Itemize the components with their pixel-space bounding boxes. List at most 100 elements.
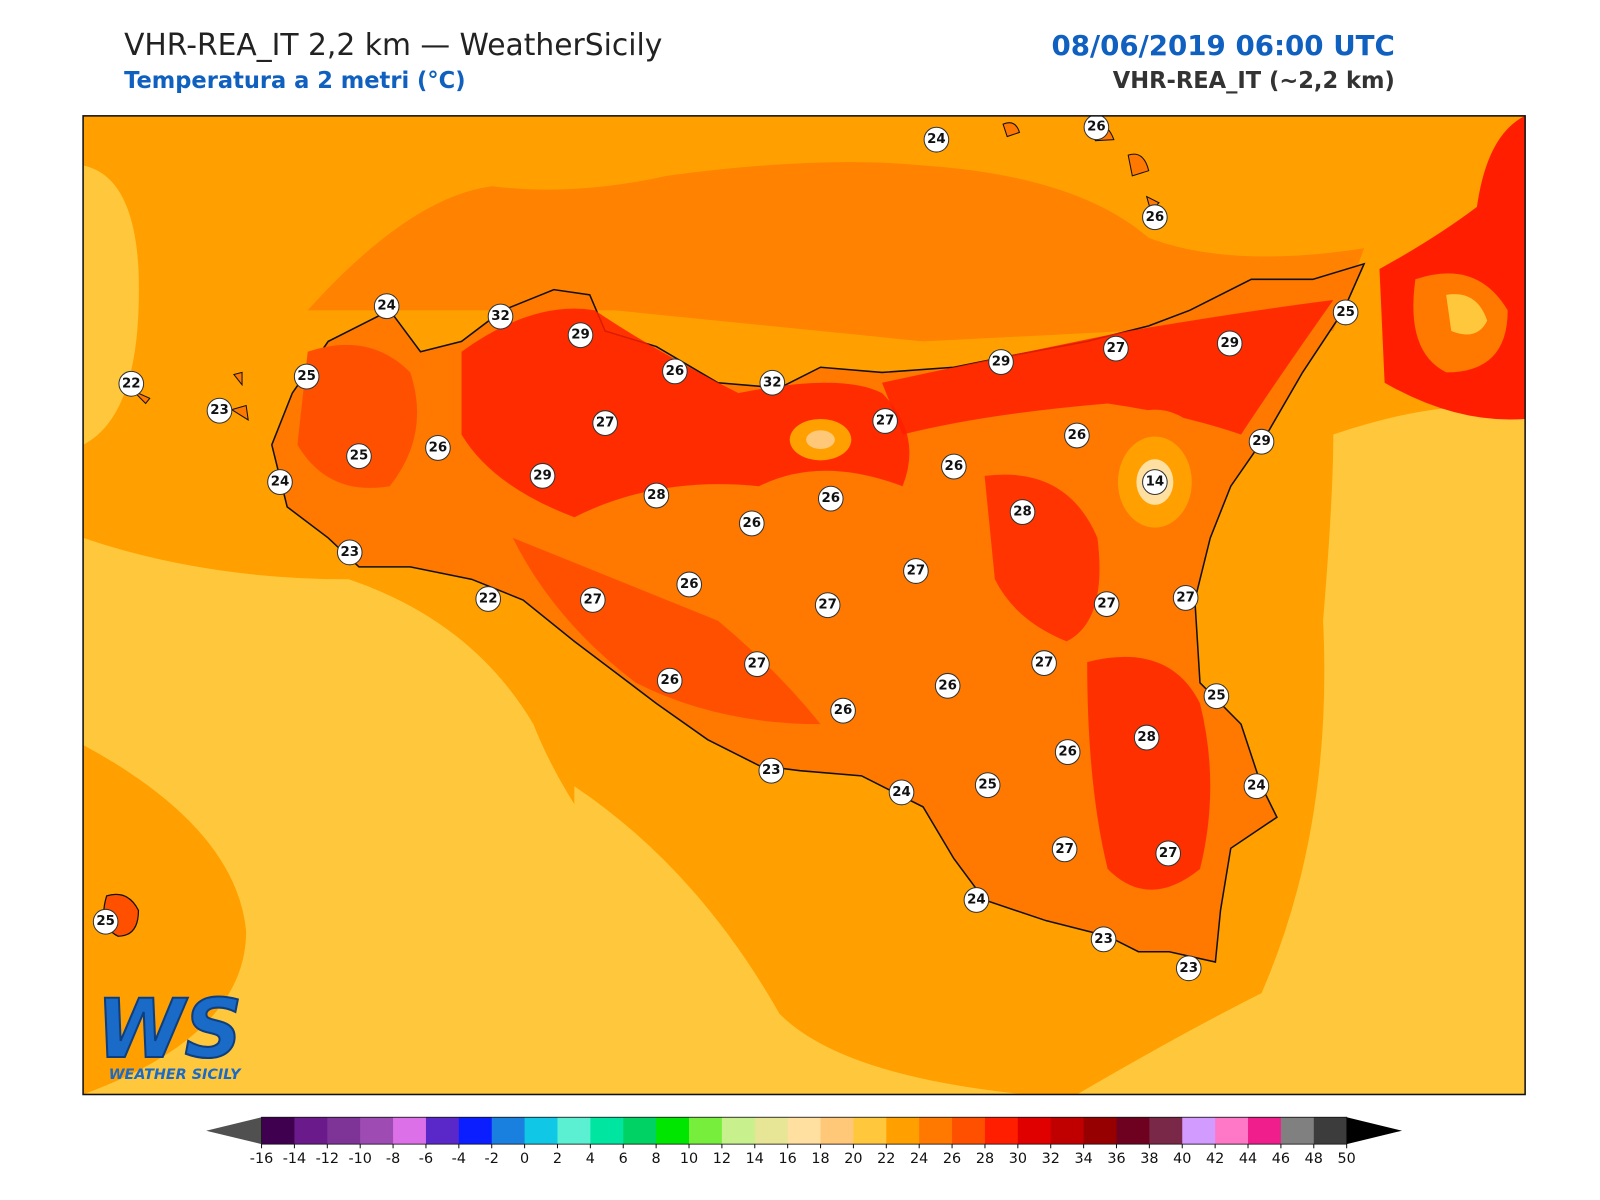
station-value: 27 <box>907 564 926 579</box>
cool-zone <box>574 786 1026 1095</box>
station-marker <box>592 410 618 437</box>
station-marker <box>118 370 145 397</box>
station-value: 26 <box>429 440 448 455</box>
colorbar: -16 -14 -12 -10 -8 -6 -4 -2 0 2 4 6 8 10 12 14 16 18 20 22 2… <box>206 1116 1403 1167</box>
colorbar-bin <box>1215 1117 1249 1145</box>
station-marker <box>425 435 451 461</box>
station-value: 27 <box>1176 590 1195 605</box>
station-value: 32 <box>763 375 782 390</box>
station-value: 27 <box>1035 656 1054 671</box>
station-marker <box>529 462 556 489</box>
station-value: 26 <box>1146 210 1165 225</box>
station-marker <box>293 363 320 390</box>
station-value: 25 <box>1336 305 1355 320</box>
station-marker <box>988 349 1014 375</box>
station-marker <box>923 126 950 153</box>
station-value: 25 <box>96 914 115 929</box>
cool-zone <box>1076 406 1526 1095</box>
colorbar-tick-label: 12 <box>713 1151 731 1167</box>
station-marker <box>1243 773 1270 800</box>
hot-zone <box>882 300 1334 435</box>
warm-zone <box>297 344 418 488</box>
hot-zone <box>1087 656 1211 890</box>
station-marker <box>656 667 683 694</box>
colorbar-tick-label: 46 <box>1272 1151 1290 1167</box>
title: VHR-REA_IT 2,2 km — WeatherSicily <box>124 28 662 63</box>
station-value: 25 <box>297 369 316 384</box>
station-marker <box>1051 836 1078 863</box>
station-value: 26 <box>743 516 762 531</box>
station-value: 24 <box>1247 779 1266 794</box>
station-marker <box>1090 926 1117 953</box>
colorbar-bin <box>754 1117 789 1145</box>
station-value: 25 <box>1207 689 1226 704</box>
station-value: 26 <box>660 673 679 688</box>
model: VHR-REA_IT (~2,2 km) <box>1113 68 1395 94</box>
logo: WS WEATHER SICILY <box>95 981 243 1083</box>
station-value: 27 <box>596 416 615 431</box>
colorbar-tick-label: -4 <box>452 1151 466 1167</box>
station-marker <box>1332 299 1359 326</box>
station-value: 26 <box>821 491 840 506</box>
logo-text: WEATHER SICILY <box>109 1067 242 1083</box>
colorbar-bin <box>458 1117 493 1145</box>
colorbar-bin <box>1280 1117 1315 1145</box>
station-marker <box>1064 422 1090 449</box>
colorbar-bin <box>524 1117 558 1145</box>
colorbar-bin <box>656 1117 690 1145</box>
colorbar-bin <box>491 1117 526 1145</box>
datetime: 08/06/2019 06:00 UTC <box>1052 29 1395 62</box>
station-value: 23 <box>1094 932 1113 947</box>
station-marker <box>1175 955 1202 982</box>
colorbar-tick-label: -6 <box>419 1151 433 1167</box>
station-marker <box>336 539 363 566</box>
station-value: 27 <box>748 657 767 672</box>
colorbar-tick-label: -8 <box>386 1151 400 1167</box>
station-marker <box>934 672 961 699</box>
station-value: 24 <box>271 475 290 490</box>
station-marker <box>1142 469 1168 495</box>
colorbar-bin <box>294 1117 328 1145</box>
colorbar-tick-label: -14 <box>283 1151 306 1167</box>
station-value: 27 <box>1055 842 1074 857</box>
colorbar-tick-label: 40 <box>1173 1151 1191 1167</box>
station-value: 26 <box>666 364 685 379</box>
colorbar-bin <box>952 1117 986 1145</box>
station-value: 26 <box>680 577 699 592</box>
station-value: 29 <box>1252 434 1271 449</box>
station-value: 27 <box>584 592 603 607</box>
frame <box>82 115 1526 1096</box>
station-value: 24 <box>927 132 946 147</box>
station-marker <box>643 482 670 509</box>
station-marker <box>475 586 502 612</box>
station-marker <box>267 469 293 495</box>
colorbar-tick-label: 32 <box>1042 1151 1060 1167</box>
colorbar-tick-label: 14 <box>746 1151 764 1167</box>
station-marker <box>487 303 514 330</box>
station-marker <box>1031 650 1057 677</box>
station-value: 24 <box>377 299 396 314</box>
colorbar-bin <box>1313 1117 1348 1145</box>
station-value: 23 <box>340 545 359 560</box>
station-marker <box>1054 739 1081 765</box>
colorbar-tick-label: -2 <box>485 1151 499 1167</box>
station-value: 14 <box>1146 475 1165 490</box>
colorbar-bin <box>1248 1117 1282 1145</box>
colorbar-bin <box>787 1117 822 1145</box>
station-marker <box>903 558 929 584</box>
station-value: 27 <box>876 414 895 429</box>
colorbar-tick-label: 16 <box>779 1151 797 1167</box>
station-value: 27 <box>1159 846 1178 861</box>
colorbar-bin <box>984 1117 1019 1145</box>
colorbar-outline <box>261 1116 1348 1145</box>
station-marker <box>817 485 844 512</box>
station-value: 28 <box>1137 730 1156 745</box>
station-marker <box>758 757 785 784</box>
colorbar-bin <box>1017 1117 1052 1145</box>
logo-mark: WS <box>96 982 242 1076</box>
colorbar-tick-label: 0 <box>520 1151 529 1167</box>
colorbar-bin <box>689 1117 723 1145</box>
colorbar-tick-label: 18 <box>811 1151 829 1167</box>
colorbar-bin <box>1116 1117 1150 1145</box>
station-marker <box>1248 428 1275 455</box>
